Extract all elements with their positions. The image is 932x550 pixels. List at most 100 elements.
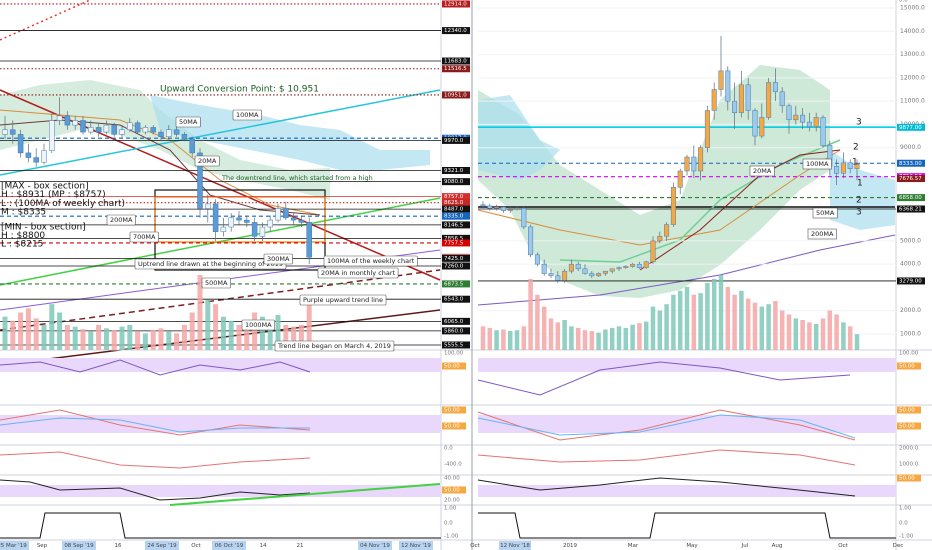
candle-body bbox=[643, 261, 649, 268]
candle-body bbox=[480, 204, 486, 207]
x-tick-label: 24 Sep '19 bbox=[147, 543, 177, 549]
price-tag-label: 6065.0 bbox=[444, 319, 464, 325]
pane-label: 0.0 bbox=[444, 521, 453, 527]
volume-bar bbox=[220, 316, 226, 350]
candle-body bbox=[95, 127, 102, 133]
price-tag bbox=[442, 221, 470, 229]
volume-bar bbox=[197, 275, 203, 350]
indicator-line bbox=[477, 409, 856, 441]
ma-line bbox=[0, 109, 321, 216]
box-note: H : $8800 bbox=[1, 231, 45, 241]
y-tick-label: 11000.0 bbox=[900, 98, 925, 105]
volume-bar bbox=[142, 333, 148, 350]
candle-body bbox=[2, 129, 8, 135]
band bbox=[478, 485, 896, 497]
callout-label: 20MA bbox=[198, 157, 217, 165]
y-tick-label: 1000.0 bbox=[900, 331, 921, 338]
pane-label: 50.00 bbox=[899, 364, 915, 370]
volume-bar bbox=[306, 300, 312, 350]
x-label-bg bbox=[212, 541, 246, 550]
volume-bar bbox=[847, 326, 853, 350]
callout-label: 100MA of the weekly chart bbox=[327, 257, 415, 265]
volume-bar bbox=[854, 334, 860, 350]
volume-bar bbox=[779, 310, 785, 350]
wave-label: 3 bbox=[856, 208, 862, 218]
price-tag bbox=[442, 65, 470, 73]
cloud bbox=[0, 80, 330, 200]
cloud bbox=[150, 95, 430, 170]
volume-bar bbox=[150, 330, 156, 350]
candle-body bbox=[267, 219, 273, 228]
candle-body bbox=[534, 254, 540, 265]
volume-bar bbox=[623, 327, 629, 350]
volume-bar bbox=[127, 325, 133, 350]
x-tick-label: May bbox=[686, 543, 698, 549]
candle-body bbox=[738, 84, 744, 114]
pane-label: 40.00 bbox=[444, 476, 460, 482]
volume-bar bbox=[119, 326, 125, 350]
candle-body bbox=[244, 219, 250, 223]
cloud bbox=[478, 65, 830, 298]
candle-body bbox=[589, 273, 595, 277]
signal-line bbox=[0, 512, 441, 539]
price-tag-label: 11516.5 bbox=[444, 66, 467, 72]
price-tag-label: 8487.0 bbox=[444, 207, 464, 213]
volume-bar bbox=[64, 325, 70, 350]
volume-bar bbox=[72, 326, 78, 350]
volume-bar bbox=[259, 316, 265, 350]
callout-box bbox=[299, 294, 387, 306]
price-tag-label: 12914.0 bbox=[444, 1, 467, 7]
indicator-line bbox=[477, 477, 856, 497]
price-tag bbox=[897, 205, 925, 213]
volume-bar bbox=[18, 312, 24, 350]
volume-bar bbox=[494, 330, 499, 350]
volume-bar bbox=[166, 331, 172, 350]
candle-body bbox=[507, 209, 513, 211]
callout-label: 20MA in monthly chart bbox=[321, 269, 396, 277]
candle-body bbox=[772, 82, 778, 93]
candle-body bbox=[630, 263, 636, 267]
x-tick-label: Oct bbox=[470, 543, 480, 549]
price-tag bbox=[897, 159, 925, 167]
volume-bar bbox=[664, 304, 669, 350]
wave-label: 2 bbox=[856, 196, 862, 206]
price-tag bbox=[897, 277, 925, 285]
candle-body bbox=[732, 100, 738, 114]
callout-label: 50MA bbox=[816, 209, 835, 217]
pane-label: 0.0 bbox=[444, 446, 453, 452]
volume-bar bbox=[630, 324, 635, 350]
x-tick-label: 2019 bbox=[563, 543, 577, 549]
volume-bar bbox=[589, 331, 595, 350]
price-tag bbox=[442, 295, 470, 303]
candle-body bbox=[64, 115, 71, 126]
volume-bar bbox=[562, 320, 567, 350]
candle-body bbox=[854, 163, 860, 169]
price-tag bbox=[442, 178, 470, 186]
annotation: The downtrend line, which started from a… bbox=[221, 174, 373, 182]
volume-bar bbox=[501, 329, 506, 350]
x-tick-label: 14 bbox=[260, 543, 267, 549]
volume-bar bbox=[283, 325, 289, 350]
volume-bar bbox=[158, 328, 164, 350]
candle-body bbox=[298, 219, 305, 223]
volume-bar bbox=[135, 331, 141, 350]
price-tag-label: 7425.0 bbox=[444, 256, 464, 262]
price-tag-label: 8146.5 bbox=[444, 222, 464, 228]
price-tag-label: 8333.00 bbox=[899, 161, 922, 167]
price-tag-label: 7260.0 bbox=[444, 263, 464, 269]
candle-body bbox=[636, 263, 642, 268]
callout-label: Uptrend line drawn at the beginning of 2… bbox=[138, 260, 283, 268]
candle-body bbox=[10, 129, 16, 135]
callout-box bbox=[812, 207, 838, 219]
march-trend bbox=[0, 309, 441, 366]
volume-bar bbox=[569, 326, 574, 350]
candle-body bbox=[127, 122, 133, 130]
pane-label: 20.00 bbox=[444, 498, 460, 504]
callout-label: Trend line began on March 4, 2019 bbox=[277, 342, 391, 350]
cyan-trend bbox=[0, 89, 441, 176]
price-tag-label: 8335.0 bbox=[444, 214, 464, 220]
candle-body bbox=[111, 124, 117, 135]
candle-body bbox=[500, 206, 506, 211]
x-tick-label: 12 Nov '19 bbox=[401, 543, 431, 549]
volume-bar bbox=[514, 330, 520, 350]
